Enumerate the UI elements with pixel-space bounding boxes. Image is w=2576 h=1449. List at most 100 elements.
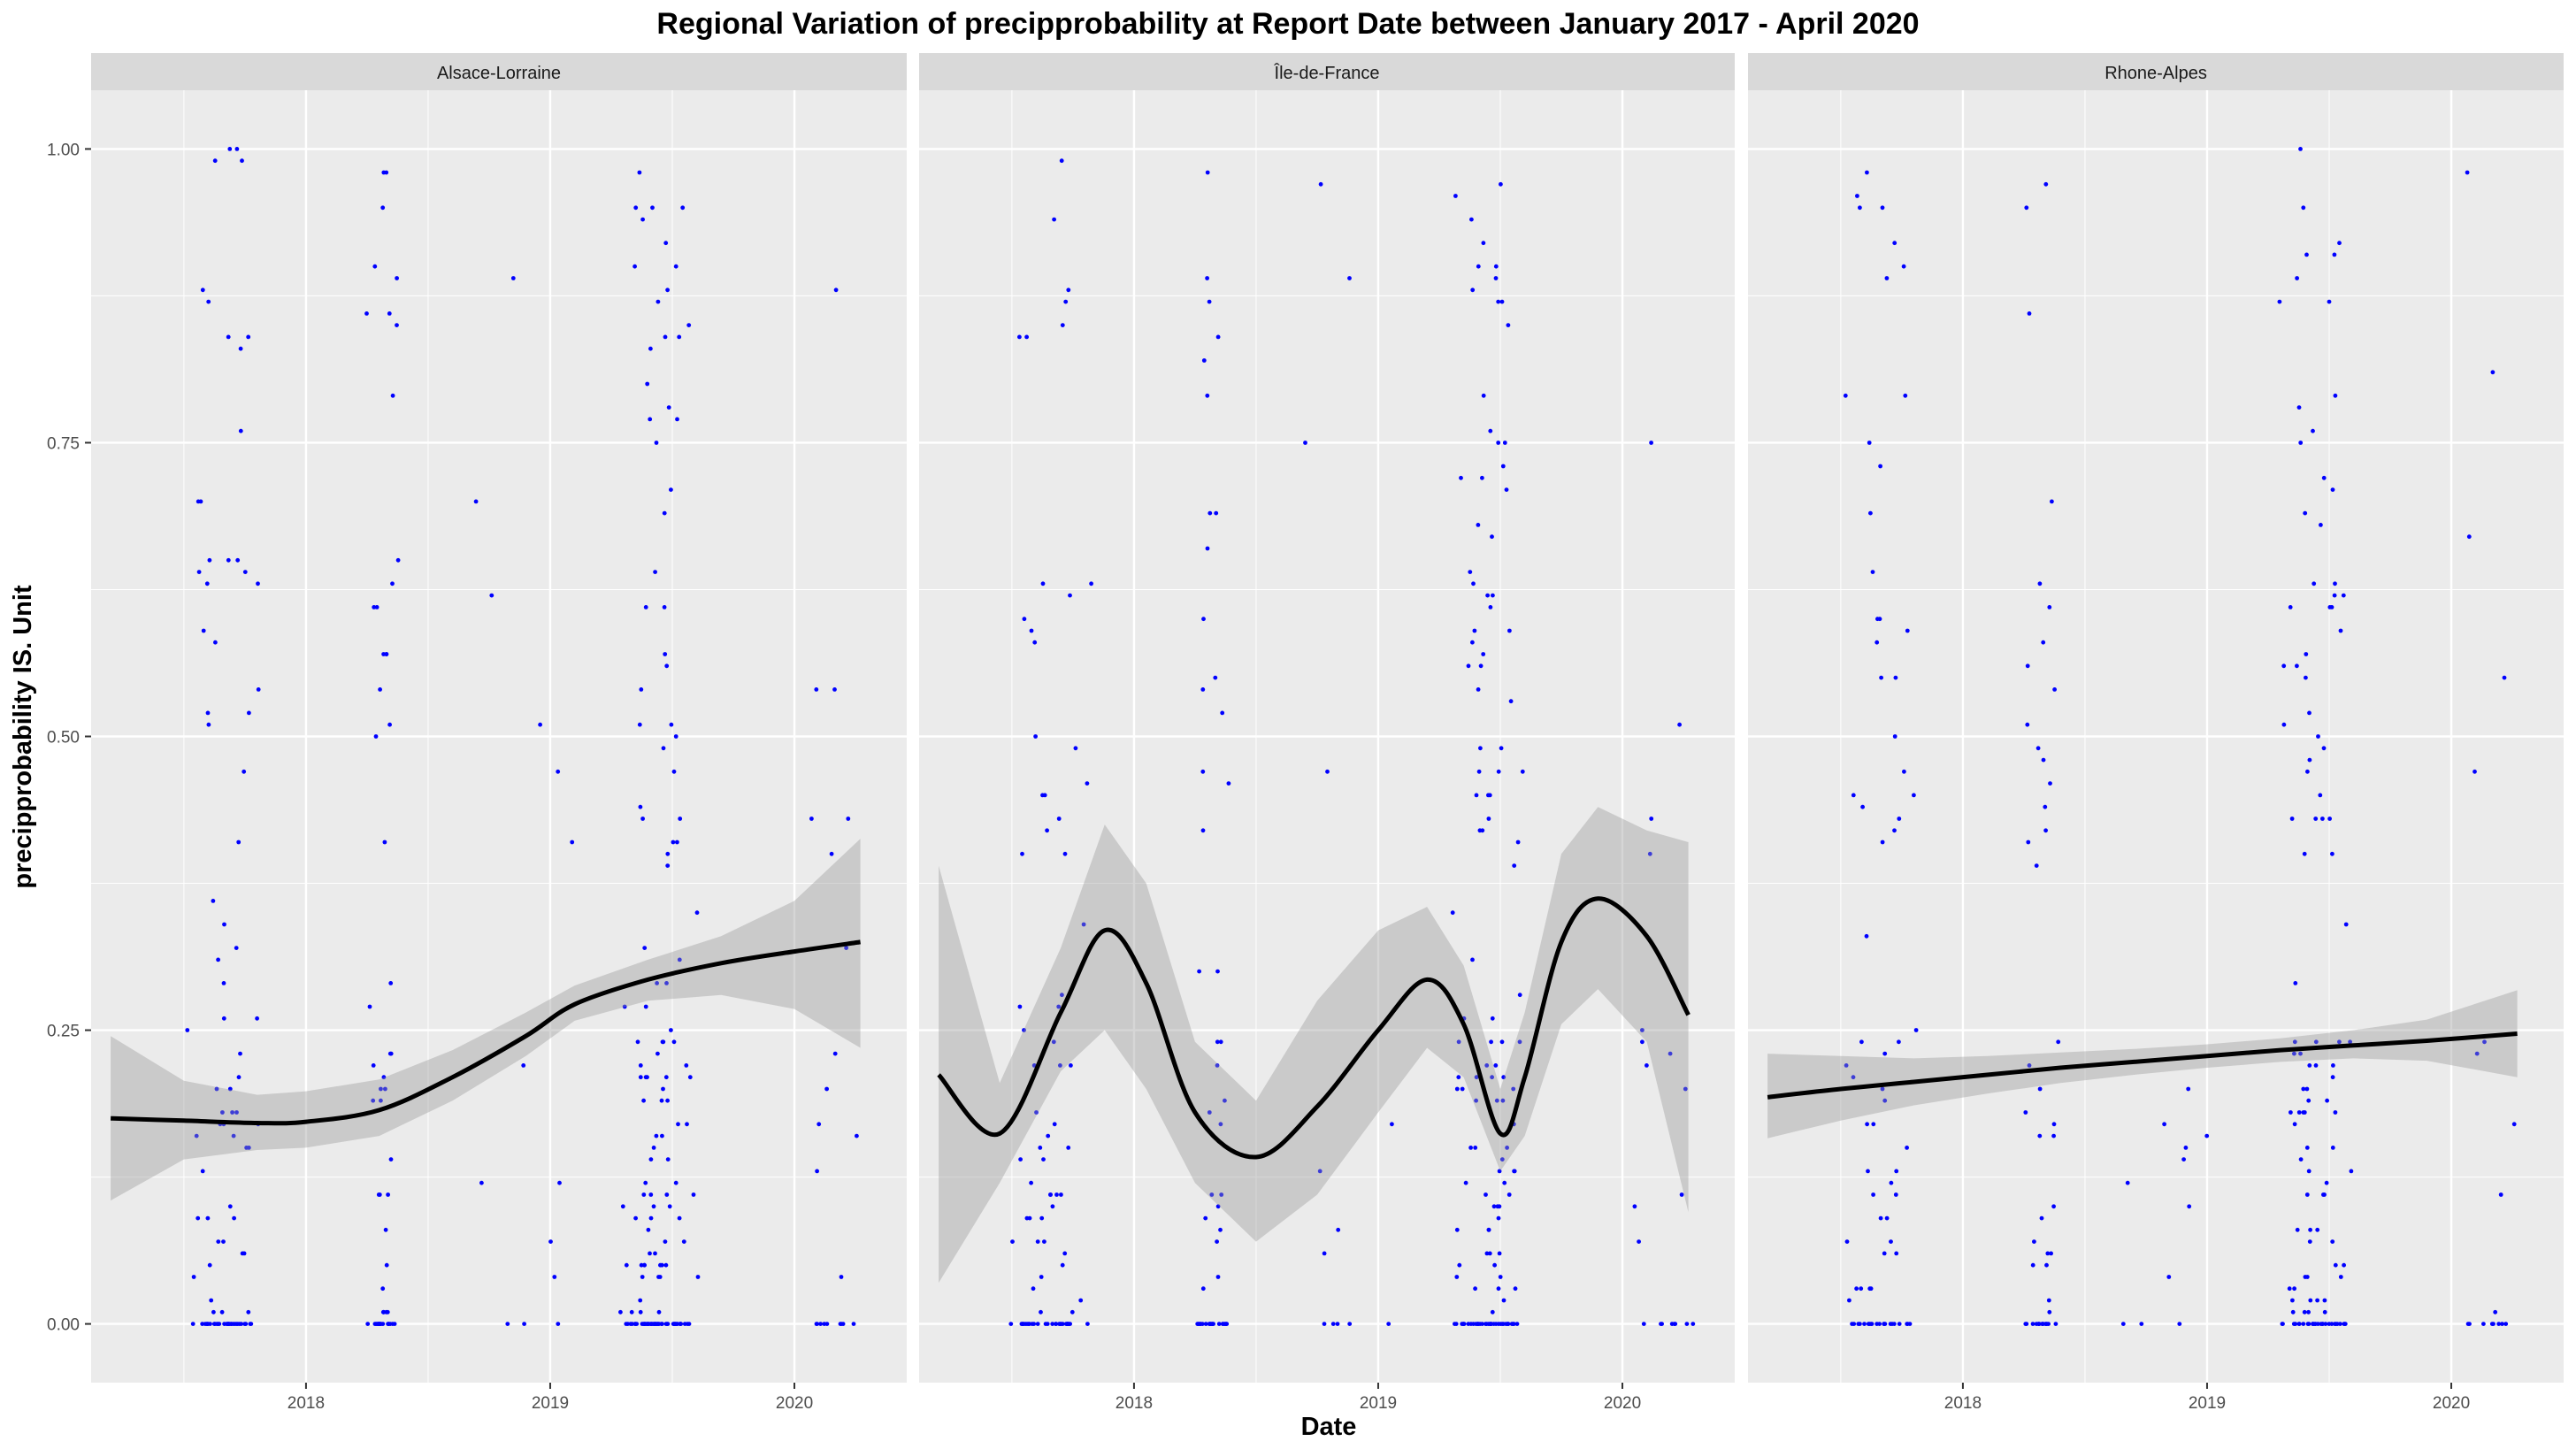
data-point (473, 499, 479, 504)
data-point (1456, 1075, 1461, 1080)
smooth-trend-line (1767, 1031, 2518, 1100)
data-point (818, 1322, 823, 1326)
data-point (1847, 1298, 1852, 1303)
data-point (814, 687, 819, 692)
data-point (221, 1239, 226, 1244)
data-point (1215, 1275, 1221, 1279)
data-point (1859, 1286, 1864, 1292)
data-point (221, 981, 226, 985)
data-point (1322, 1251, 1327, 1256)
data-point (653, 570, 657, 574)
data-point (381, 652, 386, 656)
data-point (194, 1133, 199, 1138)
data-point (1035, 1239, 1040, 1244)
data-point (2466, 534, 2472, 540)
data-point (666, 405, 671, 410)
data-point (377, 1192, 382, 1197)
data-point (208, 1322, 212, 1326)
data-point (236, 1075, 242, 1080)
data-point (640, 217, 645, 222)
data-point (1484, 1251, 1490, 1256)
data-point (1640, 1028, 1644, 1032)
data-point (206, 299, 211, 304)
data-point (2332, 593, 2337, 598)
facet-panel-3: Rhone-Alpes 2018 2019 2020 (1748, 53, 2564, 1413)
data-point (2047, 1309, 2052, 1315)
data-point (2162, 1122, 2167, 1127)
data-point (382, 840, 387, 845)
data-point (2050, 499, 2054, 504)
data-point (1473, 1286, 1477, 1292)
data-point (2338, 628, 2343, 633)
data-point (1878, 464, 1883, 469)
x-tick-label: 2019 (1360, 1394, 1397, 1413)
data-point (1205, 393, 1210, 398)
data-point (1220, 710, 1225, 716)
data-point (538, 722, 542, 727)
data-point (246, 1309, 251, 1315)
data-point (1453, 1322, 1457, 1326)
data-point (1897, 1322, 1902, 1326)
data-point (2026, 840, 2031, 845)
data-point (2292, 1039, 2297, 1045)
data-point (1198, 1322, 1203, 1326)
data-point (1039, 1215, 1045, 1221)
data-point (1069, 1063, 1073, 1068)
data-point (1477, 828, 1483, 833)
data-point (638, 1309, 643, 1315)
data-point (2024, 1322, 2029, 1326)
data-point (816, 1122, 822, 1127)
data-point (196, 1215, 201, 1221)
data-point (2296, 1110, 2302, 1115)
data-point (1500, 464, 1506, 469)
data-point (2166, 1275, 2172, 1279)
data-point (1862, 1322, 1867, 1326)
data-point (1487, 793, 1492, 798)
data-point (1520, 769, 1525, 774)
data-point (1684, 1322, 1690, 1326)
data-point (211, 899, 216, 903)
data-point (2324, 1180, 2329, 1185)
data-point (556, 1322, 561, 1326)
data-point (1493, 276, 1499, 280)
data-point (1450, 910, 1455, 916)
data-point (1907, 1322, 1913, 1326)
data-point (669, 487, 673, 492)
data-point (1880, 205, 1885, 211)
data-point (1008, 1322, 1014, 1326)
data-point (1469, 217, 1474, 222)
data-point (2315, 1322, 2320, 1326)
data-point (1889, 1180, 1894, 1185)
data-point (624, 1262, 629, 1268)
smooth-trend-line (937, 896, 1690, 1160)
data-point (2323, 1322, 2328, 1326)
data-point (677, 334, 682, 340)
data-point (2025, 663, 2030, 669)
data-point (556, 769, 561, 774)
data-point (1499, 181, 1503, 187)
data-point (1470, 288, 1476, 293)
data-point (1017, 1004, 1023, 1009)
data-point (386, 1192, 390, 1197)
data-point (651, 1204, 656, 1209)
data-point (2321, 475, 2327, 480)
data-point (1878, 1215, 1883, 1221)
data-point (2503, 1322, 2509, 1326)
data-point (1330, 1322, 1336, 1326)
data-point (1905, 628, 1910, 633)
data-point (2051, 1122, 2057, 1127)
data-point (1511, 1086, 1516, 1092)
data-point (378, 687, 382, 692)
data-point (385, 1309, 390, 1315)
data-point (637, 722, 642, 727)
data-point (227, 1086, 233, 1092)
data-point (648, 1192, 654, 1197)
data-point (1484, 1063, 1490, 1068)
data-point (1207, 299, 1212, 304)
data-point (625, 1322, 630, 1326)
data-point (677, 1215, 682, 1221)
data-point (2308, 1227, 2313, 1232)
data-point (238, 346, 243, 351)
data-point (665, 288, 670, 293)
